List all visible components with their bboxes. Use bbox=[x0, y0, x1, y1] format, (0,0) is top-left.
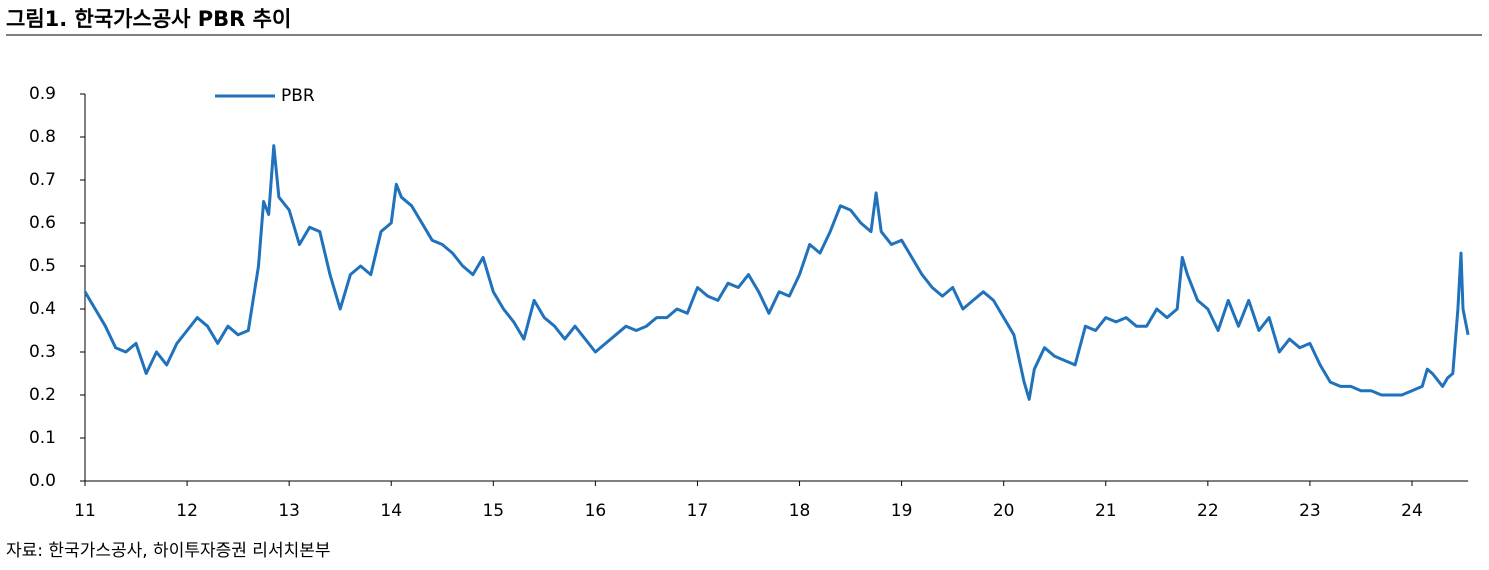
x-tick-label: 22 bbox=[1197, 501, 1219, 521]
x-tick-label: 16 bbox=[585, 501, 607, 521]
x-tick-label: 12 bbox=[176, 501, 198, 521]
x-tick-label: 14 bbox=[380, 501, 402, 521]
y-tick-label: 0.1 bbox=[29, 428, 56, 448]
y-tick-label: 0.6 bbox=[29, 213, 56, 233]
y-tick-label: 0.5 bbox=[29, 256, 56, 276]
x-tick-label: 24 bbox=[1401, 501, 1423, 521]
x-tick-label: 15 bbox=[482, 501, 504, 521]
y-tick-label: 0.9 bbox=[29, 84, 56, 104]
x-tick-label: 21 bbox=[1095, 501, 1117, 521]
x-tick-label: 17 bbox=[687, 501, 709, 521]
y-tick-label: 0.8 bbox=[29, 127, 56, 147]
x-tick-label: 13 bbox=[278, 501, 300, 521]
y-tick-label: 0.4 bbox=[29, 299, 56, 319]
y-tick-label: 0.0 bbox=[29, 471, 56, 491]
x-tick-label: 19 bbox=[891, 501, 913, 521]
chart-title: 그림1. 한국가스공사 PBR 추이 bbox=[6, 7, 291, 31]
x-tick-label: 11 bbox=[74, 501, 96, 521]
data-line bbox=[83, 144, 1470, 401]
source-note: 자료: 한국가스공사, 하이투자증권 리서치본부 bbox=[6, 541, 331, 561]
x-tick-label: 23 bbox=[1299, 501, 1321, 521]
legend-label: PBR bbox=[281, 86, 315, 106]
x-tick-label: 18 bbox=[789, 501, 811, 521]
y-tick-label: 0.2 bbox=[29, 385, 56, 405]
x-tick-label: 20 bbox=[993, 501, 1015, 521]
y-tick-label: 0.3 bbox=[29, 342, 56, 362]
y-tick-label: 0.7 bbox=[29, 170, 56, 190]
